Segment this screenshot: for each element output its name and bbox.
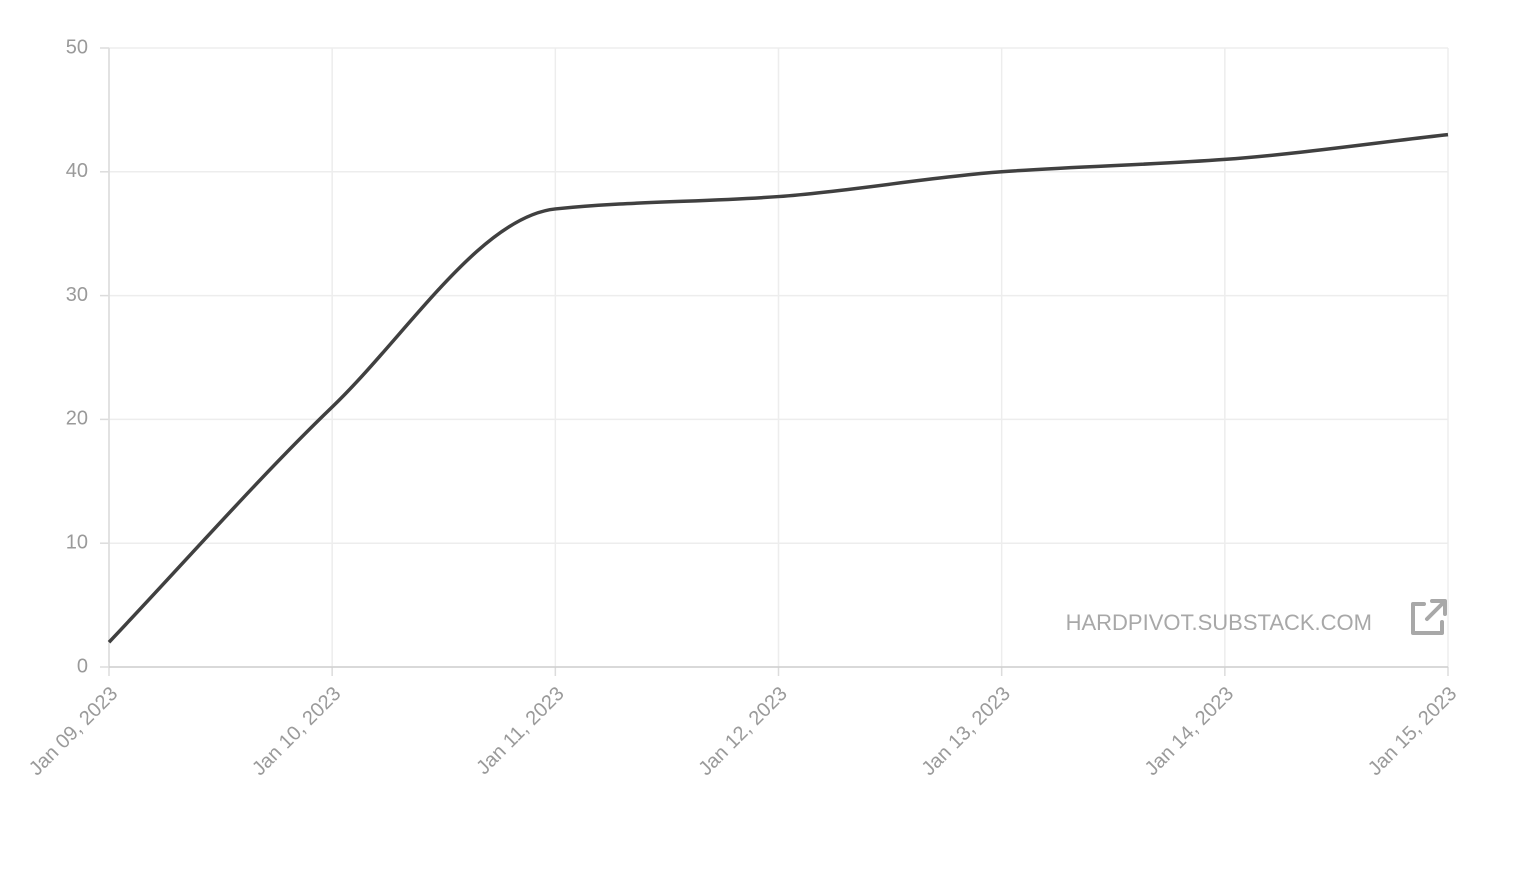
y-tick-label: 20 — [66, 408, 88, 430]
x-tick-label: Jan 15, 2023 — [1364, 683, 1461, 780]
y-tick-label: 40 — [66, 160, 88, 182]
link-icon[interactable] — [1411, 599, 1447, 635]
link-icon-arrow — [1425, 599, 1447, 621]
y-tick-label: 0 — [77, 655, 88, 677]
x-tick-label: Jan 11, 2023 — [472, 683, 568, 779]
data-line — [107, 132, 1449, 644]
x-tick-label: Jan 12, 2023 — [694, 683, 791, 780]
x-tick-label: Jan 13, 2023 — [918, 683, 1015, 780]
x-tick-label: Jan 14, 2023 — [1141, 683, 1238, 780]
x-tick-label: Jan 09, 2023 — [25, 683, 122, 780]
watermark: HARDPIVOT.SUBSTACK.COM — [1066, 610, 1372, 635]
y-tick-label: 50 — [66, 36, 88, 58]
link-icon-box — [1411, 602, 1444, 635]
y-tick-label: 30 — [66, 284, 88, 306]
y-tick-label: 10 — [66, 531, 88, 553]
x-tick-label: Jan 10, 2023 — [248, 683, 345, 780]
